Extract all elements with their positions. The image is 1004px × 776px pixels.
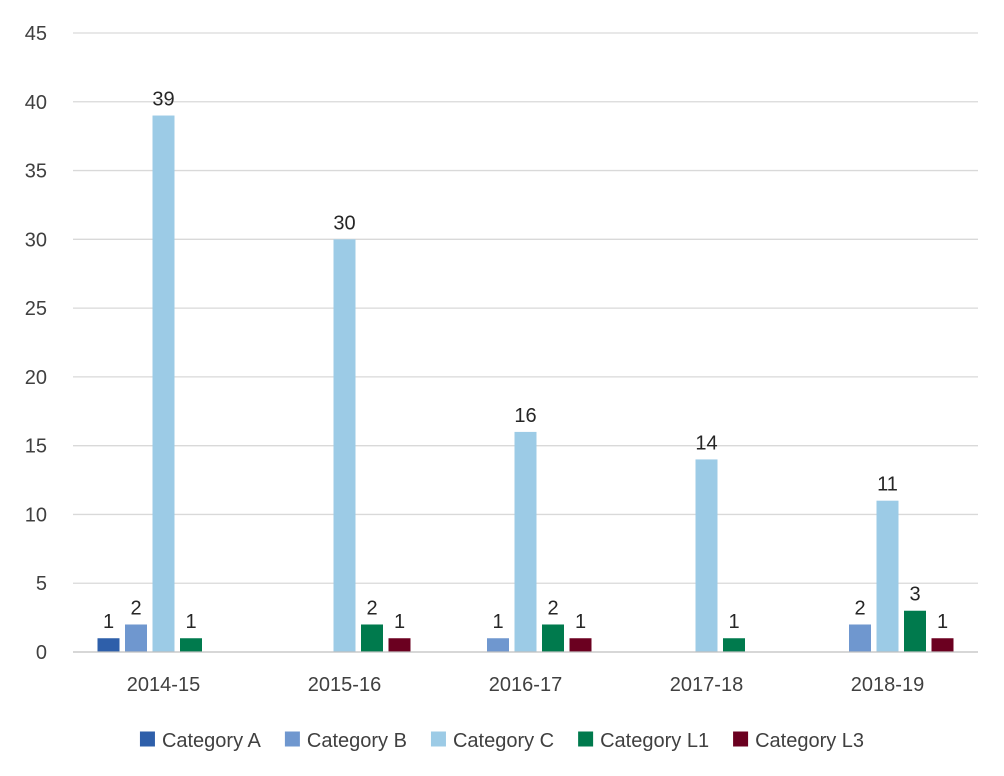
bar-category-c-2015-16 (333, 239, 356, 653)
bar-category-c-2016-17 (514, 431, 537, 652)
y-tick-label: 45 (25, 23, 47, 45)
bars (97, 115, 954, 653)
data-label: 1 (492, 611, 503, 633)
data-label: 1 (185, 611, 196, 633)
data-label: 2 (547, 597, 558, 619)
legend-item-category-l1[interactable]: Category L1 (578, 730, 709, 752)
legend-label: Category L1 (600, 730, 709, 752)
legend-label: Category C (453, 730, 554, 752)
x-tick-label: 2016-17 (489, 674, 562, 696)
bar-category-c-2018-19 (876, 500, 899, 652)
gridlines (73, 32, 978, 584)
legend-label: Category B (307, 730, 407, 752)
data-label: 2 (854, 597, 865, 619)
y-axis: 0 5 10 15 20 25 30 35 40 45 (25, 23, 47, 664)
legend-item-category-a[interactable]: Category A (139, 730, 262, 752)
bar-category-b-2016-17 (487, 638, 509, 652)
bar-category-c-2014-15 (152, 115, 175, 653)
legend-item-category-c[interactable]: Category C (430, 730, 554, 752)
x-tick-label: 2015-16 (308, 674, 381, 696)
bar-category-l3-2016-17 (569, 638, 592, 652)
bar-category-l1-2017-18 (723, 638, 745, 652)
y-tick-label: 25 (25, 298, 47, 320)
y-tick-label: 10 (25, 504, 47, 526)
bar-category-l1-2015-16 (361, 624, 383, 652)
y-tick-label: 0 (36, 642, 47, 664)
y-tick-label: 15 (25, 436, 47, 458)
bar-category-l3-2015-16 (388, 638, 411, 652)
data-label: 39 (152, 89, 174, 111)
x-tick-label: 2018-19 (851, 674, 924, 696)
legend-swatch (139, 731, 155, 747)
data-label: 11 (877, 474, 898, 496)
bar-category-l1-2018-19 (904, 610, 926, 652)
legend[interactable]: Category A Category B Category C Category L… (139, 730, 864, 752)
data-label: 16 (514, 405, 536, 427)
bar-category-l3-2018-19 (931, 638, 954, 652)
bar-category-a-2014-15 (97, 638, 120, 652)
data-label: 1 (728, 611, 739, 633)
data-label: 30 (333, 212, 355, 234)
y-tick-label: 5 (36, 573, 47, 595)
y-tick-label: 35 (25, 161, 47, 183)
x-axis: 2014-15 2015-16 2016-17 2017-18 2018-19 (73, 651, 978, 696)
data-label: 1 (103, 611, 114, 633)
legend-swatch (284, 731, 300, 747)
legend-swatch (430, 731, 446, 747)
y-tick-label: 20 (25, 367, 47, 389)
legend-item-category-b[interactable]: Category B (284, 730, 407, 752)
legend-swatch (578, 731, 594, 747)
bar-category-b-2018-19 (849, 624, 871, 652)
legend-swatch (733, 731, 749, 747)
data-label: 14 (695, 432, 717, 454)
x-tick-label: 2017-18 (670, 674, 743, 696)
x-tick-label: 2014-15 (127, 674, 200, 696)
bar-category-l1-2016-17 (542, 624, 564, 652)
y-tick-label: 40 (25, 92, 47, 114)
bar-category-b-2014-15 (125, 624, 147, 652)
data-label: 1 (575, 611, 586, 633)
data-label: 1 (394, 611, 405, 633)
data-label: 1 (937, 611, 948, 633)
y-tick-label: 30 (25, 229, 47, 251)
legend-label: Category A (162, 730, 262, 752)
data-label: 2 (366, 597, 377, 619)
bar-category-l1-2014-15 (180, 638, 202, 652)
legend-item-category-l3[interactable]: Category L3 (733, 730, 864, 752)
data-label: 3 (909, 584, 920, 606)
bar-category-c-2017-18 (695, 459, 718, 652)
data-label: 2 (130, 597, 141, 619)
legend-label: Category L3 (755, 730, 864, 752)
